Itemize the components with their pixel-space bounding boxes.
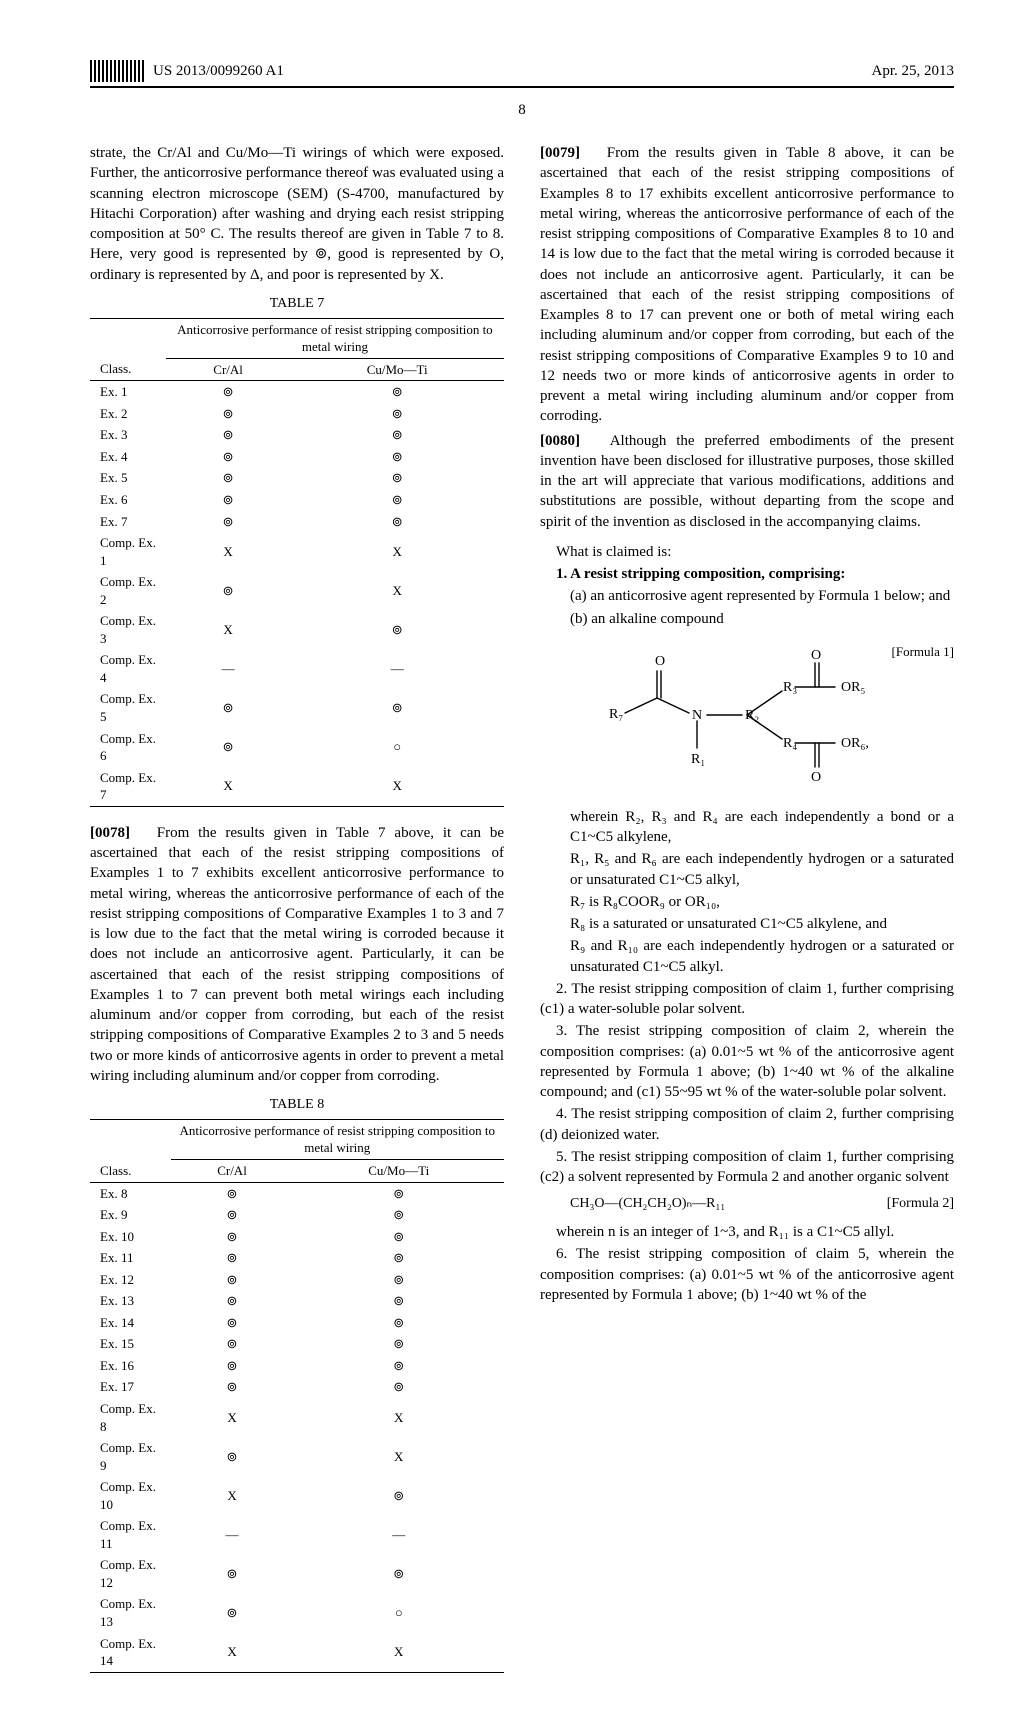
paragraph-0079: [0079] From the results given in Table 8…: [540, 143, 954, 427]
table-row: Ex. 1: [90, 381, 166, 403]
table-row: Ex. 9: [90, 1204, 171, 1226]
table-8-col-b: Cu/Mo—Ti: [293, 1160, 504, 1183]
table-row: Ex. 15: [90, 1333, 171, 1355]
table-row: Comp. Ex. 1: [90, 532, 166, 571]
table-row: Comp. Ex. 8: [90, 1398, 171, 1437]
table-row: Ex. 13: [90, 1290, 171, 1312]
patent-number: US 2013/0099260 A1: [153, 63, 284, 80]
table-8-col-class: Class.: [90, 1160, 171, 1183]
paragraph-0080: [0080] Although the preferred embodiment…: [540, 431, 954, 532]
table-8-grid: Anticorrosive performance of resist stri…: [90, 1119, 504, 1673]
paragraph-0078: [0078] From the results given in Table 7…: [90, 823, 504, 1086]
svg-text:O: O: [811, 648, 821, 663]
table-row: Ex. 3: [90, 424, 166, 446]
svg-text:N: N: [692, 708, 702, 723]
table-row: Ex. 6: [90, 489, 166, 511]
table-row: Comp. Ex. 5: [90, 688, 166, 727]
table-8: TABLE 8 Anticorrosive performance of res…: [90, 1096, 504, 1673]
table-7-grid: Anticorrosive performance of resist stri…: [90, 318, 504, 807]
wherein-2: R₁, R₅ and R₆ are each independently hyd…: [540, 849, 954, 890]
claim-4: 4. The resist stripping composition of c…: [540, 1104, 954, 1145]
svg-text:R₃: R₃: [783, 680, 797, 695]
wherein-3: R₇ is R₈COOR₉ or OR₁₀,: [540, 892, 954, 912]
table-7-col-class: Class.: [90, 358, 166, 381]
para-num-0079: [0079]: [540, 145, 580, 161]
claim-1b: (b) an alkaline compound: [540, 609, 954, 629]
svg-text:O: O: [655, 654, 665, 669]
table-row: Comp. Ex. 7: [90, 767, 166, 807]
svg-text:OR₅: OR₅: [841, 680, 865, 695]
table-row: Comp. Ex. 13: [90, 1593, 171, 1632]
para-num-0080: [0080]: [540, 433, 580, 449]
table-8-caption: TABLE 8: [90, 1096, 504, 1115]
claim-1a: (a) an anticorrosive agent represented b…: [540, 586, 954, 606]
publication-date: Apr. 25, 2013: [872, 63, 955, 80]
formula-2-label: [Formula 2]: [887, 1195, 954, 1214]
para-num-0078: [0078]: [90, 825, 130, 841]
intro-paragraph: strate, the Cr/Al and Cu/Mo—Ti wirings o…: [90, 143, 504, 285]
body-columns: strate, the Cr/Al and Cu/Mo—Ti wirings o…: [90, 143, 954, 1673]
formula-2-row: CH₃O—(CH₂CH₂O)ₙ—R₁₁ [Formula 2]: [540, 1195, 954, 1214]
page-number: 8: [90, 102, 954, 119]
formula-1-block: [Formula 1]: [540, 643, 954, 793]
svg-text:R₁: R₁: [691, 752, 705, 767]
table-8-spanhead: Anticorrosive performance of resist stri…: [171, 1119, 504, 1159]
formula-2-text: CH₃O—(CH₂CH₂O)ₙ—R₁₁: [540, 1195, 725, 1214]
table-7-col-a: Cr/Al: [166, 358, 291, 381]
table-row: Ex. 5: [90, 467, 166, 489]
wherein-4: R₈ is a saturated or unsaturated C1~C5 a…: [540, 914, 954, 934]
svg-text:OR₆,: OR₆,: [841, 736, 869, 751]
table-row: Comp. Ex. 12: [90, 1554, 171, 1593]
table-row: Comp. Ex. 11: [90, 1515, 171, 1554]
claims-block: What is claimed is: 1. A resist strippin…: [540, 542, 954, 1305]
table-row: Ex. 11: [90, 1247, 171, 1269]
svg-text:R₇: R₇: [609, 707, 623, 722]
table-8-col-a: Cr/Al: [171, 1160, 294, 1183]
table-row: Comp. Ex. 3: [90, 610, 166, 649]
barcode-icon: [90, 60, 145, 82]
claim-5b: wherein n is an integer of 1~3, and R₁₁ …: [540, 1222, 954, 1242]
table-row: Ex. 16: [90, 1355, 171, 1377]
table-row: Ex. 14: [90, 1312, 171, 1334]
table-row: Ex. 2: [90, 403, 166, 425]
table-7-caption: TABLE 7: [90, 295, 504, 314]
wherein-5: R₉ and R₁₀ are each independently hydrog…: [540, 936, 954, 977]
table-row: Comp. Ex. 10: [90, 1476, 171, 1515]
svg-text:R₄: R₄: [783, 736, 797, 751]
table-row: Ex. 7: [90, 511, 166, 533]
table-7: TABLE 7 Anticorrosive performance of res…: [90, 295, 504, 807]
formula-1-diagram: R₇ O N R₁ R₂ R₃ R₄ O OR₅ OR₆, O: [597, 643, 897, 793]
svg-text:O: O: [811, 770, 821, 785]
wherein-1: wherein R₂, R₃ and R₄ are each independe…: [540, 807, 954, 848]
claim-3: 3. The resist stripping composition of c…: [540, 1021, 954, 1102]
table-row: Comp. Ex. 2: [90, 571, 166, 610]
table-row: Ex. 10: [90, 1226, 171, 1248]
table-row: Comp. Ex. 4: [90, 649, 166, 688]
claim-2: 2. The resist stripping composition of c…: [540, 979, 954, 1020]
table-7-col-b: Cu/Mo—Ti: [290, 358, 504, 381]
table-row: Ex. 4: [90, 446, 166, 468]
claim-5: 5. The resist stripping composition of c…: [540, 1147, 954, 1188]
claim-1: 1. A resist stripping composition, compr…: [540, 564, 954, 584]
table-row: Ex. 8: [90, 1182, 171, 1204]
claim-6: 6. The resist stripping composition of c…: [540, 1244, 954, 1305]
table-row: Comp. Ex. 6: [90, 728, 166, 767]
claims-intro: What is claimed is:: [540, 542, 954, 562]
table-7-spanhead: Anticorrosive performance of resist stri…: [166, 318, 504, 358]
formula-1-label: [Formula 1]: [892, 643, 954, 661]
table-row: Ex. 17: [90, 1376, 171, 1398]
table-row: Comp. Ex. 14: [90, 1633, 171, 1673]
table-row: Comp. Ex. 9: [90, 1437, 171, 1476]
page-header: US 2013/0099260 A1 Apr. 25, 2013: [90, 60, 954, 88]
table-row: Ex. 12: [90, 1269, 171, 1291]
svg-text:R₂: R₂: [745, 708, 759, 723]
